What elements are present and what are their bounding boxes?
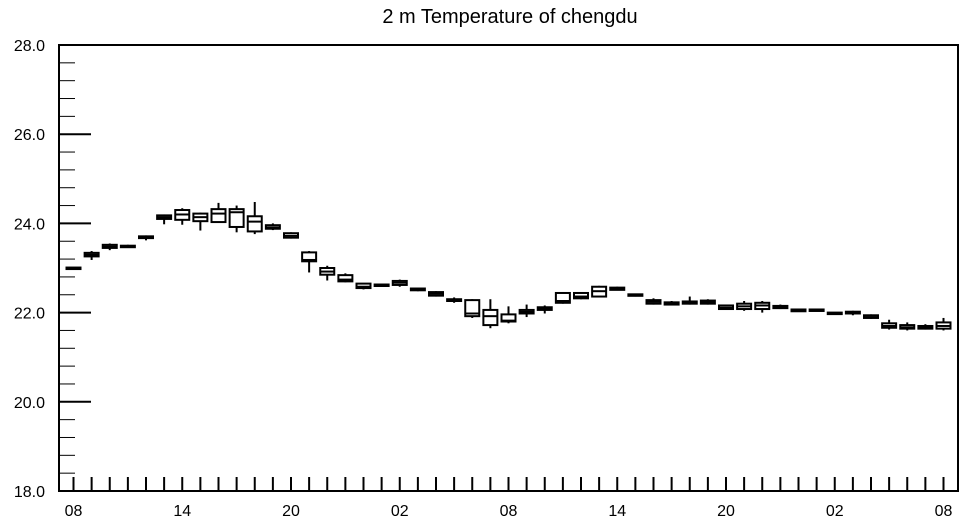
box — [337, 273, 354, 283]
box — [718, 304, 734, 311]
x-tick-label: 14 — [173, 503, 191, 520]
box — [500, 306, 517, 324]
box — [210, 202, 227, 224]
x-tick-label: 08 — [65, 503, 83, 520]
x-axis: 08 14 20 02 08 14 20 02 08 — [65, 477, 953, 520]
x-tick-label: 14 — [608, 503, 626, 520]
box — [627, 293, 644, 297]
y-tick-label: 26.0 — [14, 127, 45, 144]
x-tick-label: 08 — [500, 503, 518, 520]
box-iqr — [301, 251, 318, 263]
box — [409, 287, 426, 292]
box — [591, 285, 608, 298]
box — [645, 298, 662, 305]
box — [482, 299, 499, 329]
y-axis: 18.0 20.0 22.0 24.0 26.0 28.0 — [14, 38, 91, 501]
box — [863, 314, 879, 319]
y-tick-label: 22.0 — [14, 306, 45, 323]
box — [844, 310, 861, 316]
box — [881, 319, 898, 330]
box-iqr — [464, 299, 481, 318]
box — [192, 212, 209, 231]
box-iqr — [482, 308, 499, 327]
box — [935, 317, 952, 331]
box — [138, 235, 154, 241]
box — [373, 283, 390, 288]
box — [826, 311, 843, 316]
box — [301, 251, 318, 273]
box — [355, 282, 372, 290]
x-tick-label: 02 — [826, 503, 844, 520]
box — [83, 251, 100, 260]
box-iqr — [337, 274, 354, 283]
box — [391, 279, 408, 287]
box — [174, 208, 191, 225]
plot-frame — [58, 44, 959, 492]
box — [101, 243, 118, 251]
box-iqr — [228, 208, 245, 228]
box — [428, 291, 444, 297]
box-iqr — [246, 215, 263, 233]
x-tick-label: 20 — [282, 503, 300, 520]
box-iqr — [210, 208, 227, 224]
box — [663, 301, 680, 306]
x-tick-label: 02 — [391, 503, 409, 520]
y-tick-label: 18.0 — [14, 484, 45, 501]
box — [319, 265, 336, 281]
box — [609, 286, 626, 291]
box — [681, 296, 698, 305]
box — [899, 322, 916, 331]
x-tick-label: 20 — [717, 503, 735, 520]
box — [65, 266, 82, 271]
box — [446, 297, 463, 303]
box — [264, 223, 281, 231]
box — [917, 324, 934, 330]
box — [119, 244, 136, 249]
box — [246, 201, 263, 235]
chart-title: 2 m Temperature of chengdu — [382, 6, 637, 28]
box — [808, 308, 825, 312]
box — [283, 232, 299, 239]
box — [573, 291, 589, 300]
box-iqr — [554, 291, 571, 304]
box — [536, 305, 553, 314]
y-tick-label: 28.0 — [14, 38, 45, 55]
box — [518, 304, 535, 318]
y-tick-label: 24.0 — [14, 216, 45, 233]
box — [699, 299, 716, 305]
box — [464, 299, 481, 318]
box-series — [65, 201, 952, 331]
box — [772, 304, 789, 310]
y-tick-label: 20.0 — [14, 395, 45, 412]
box — [554, 291, 571, 304]
box — [790, 308, 807, 313]
box — [754, 301, 771, 313]
box — [156, 214, 173, 225]
box — [228, 205, 245, 233]
box — [736, 301, 753, 311]
x-tick-label: 08 — [935, 503, 953, 520]
